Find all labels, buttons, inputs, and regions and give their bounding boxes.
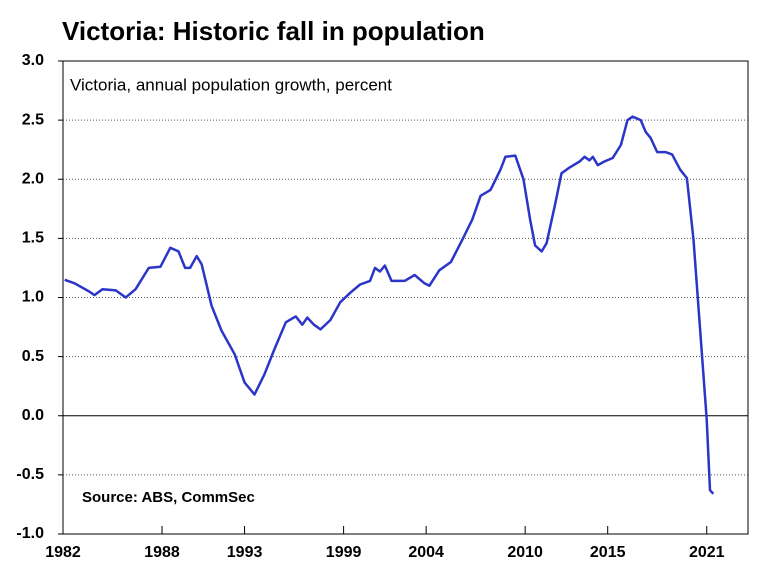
x-tick-label: 2015 xyxy=(590,544,626,561)
x-tick-label: 1988 xyxy=(144,544,180,561)
x-tick-label: 1999 xyxy=(326,544,362,561)
y-tick-label: 2.0 xyxy=(22,170,44,187)
x-tick-label: 1993 xyxy=(227,544,263,561)
y-tick-label: -1.0 xyxy=(16,525,44,542)
y-tick-label: 1.5 xyxy=(22,230,44,247)
series-line xyxy=(64,115,715,495)
annotation: Source: ABS, CommSec xyxy=(82,489,255,506)
y-tick-label: 1.0 xyxy=(22,289,44,306)
x-tick-label: 1982 xyxy=(45,544,81,561)
x-tick-label: 2021 xyxy=(689,544,725,561)
y-tick-label: 0.0 xyxy=(22,407,44,424)
y-tick-label: -0.5 xyxy=(16,466,44,483)
chart-title: Victoria: Historic fall in population xyxy=(62,16,485,46)
y-tick-label: 0.5 xyxy=(22,348,44,365)
subtitle: Victoria, annual population growth, perc… xyxy=(70,75,392,94)
y-tick-label: 2.5 xyxy=(22,111,44,128)
x-tick-label: 2010 xyxy=(507,544,543,561)
x-tick-label: 2004 xyxy=(408,544,444,561)
y-tick-label: 3.0 xyxy=(22,52,44,69)
